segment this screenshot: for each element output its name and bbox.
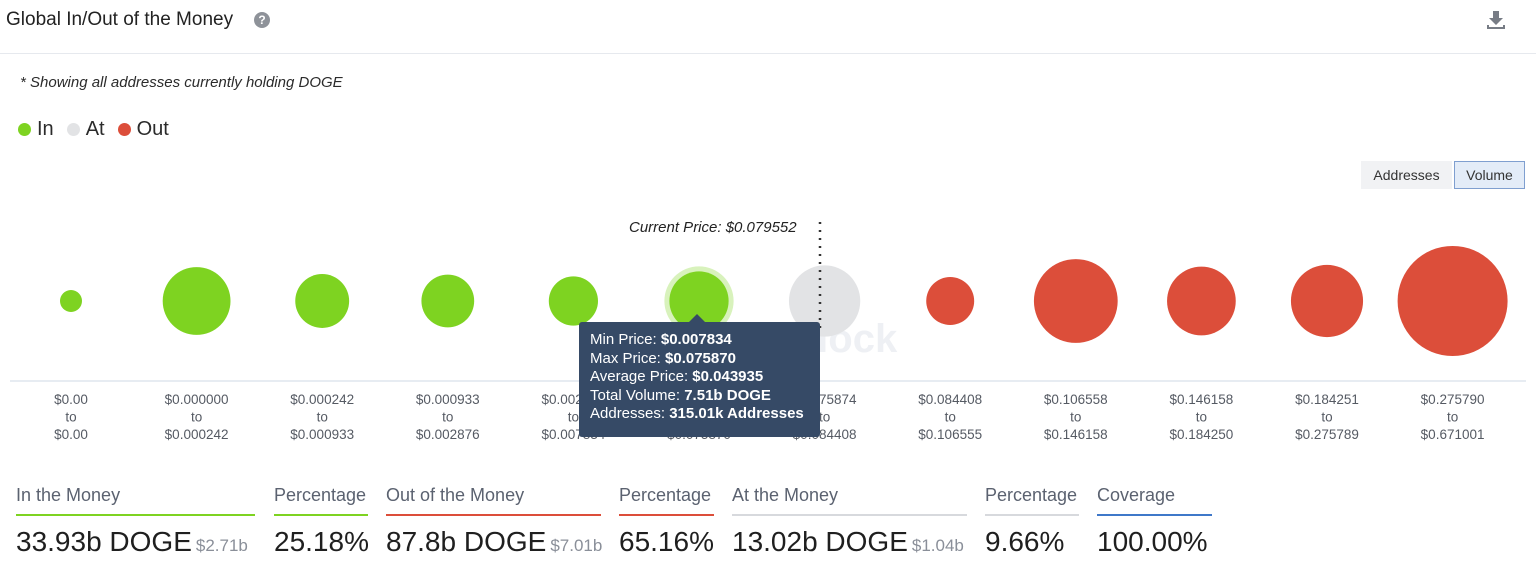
stat-bar — [386, 514, 601, 516]
stat-value: 33.93b DOGE $2.71b — [16, 526, 248, 557]
bucket-label-1-0: $0.000000 — [165, 392, 229, 407]
stat-value: 100.00% — [1097, 526, 1208, 557]
stat-label: Percentage — [985, 485, 1078, 505]
stat-label: Out of the Money — [386, 485, 525, 505]
bubble-chart: block $0.00to$0.00$0.000000to$0.000242$0… — [10, 222, 1526, 442]
bucket-label-8-0: $0.106558 — [1044, 392, 1108, 407]
bucket-label-11-2: $0.671001 — [1421, 427, 1485, 442]
stat-value: 9.66% — [985, 526, 1065, 557]
bubble-at-6[interactable] — [788, 265, 861, 337]
bucket-label-10-1: to — [1321, 410, 1332, 425]
stat-label: Percentage — [274, 485, 367, 505]
tooltip-addresses: Addresses: 315.01k Addresses — [590, 405, 804, 422]
current-price-label: Current Price: $0.079552 — [629, 219, 797, 236]
tooltip-max-price: Max Price: $0.075870 — [590, 349, 736, 367]
download-icon[interactable] — [1484, 8, 1508, 32]
bucket-label-9-1: to — [1196, 410, 1207, 425]
stat-label: Coverage — [1097, 485, 1176, 505]
bucket-label-9-0: $0.146158 — [1169, 392, 1233, 407]
holding-note: * Showing all addresses currently holdin… — [20, 74, 343, 91]
bubble-out-11[interactable] — [1397, 246, 1508, 356]
bubble-out-7[interactable] — [926, 277, 975, 325]
bubble-in-3[interactable] — [421, 274, 475, 328]
bucket-label-8-1: to — [1070, 410, 1081, 425]
tooltip-min-price: Min Price: $0.007834 — [590, 331, 732, 348]
tooltip-arrow — [689, 314, 705, 322]
stat-value: 65.16% — [619, 526, 714, 557]
summary-stats: In the Money 33.93b DOGE $2.71b Percentag… — [0, 480, 1536, 580]
stat-bar — [1097, 514, 1212, 516]
bucket-label-11-0: $0.275790 — [1421, 392, 1485, 407]
widget-header: Global In/Out of the Money ? — [0, 0, 1536, 54]
bucket-label-2-2: $0.000933 — [290, 427, 354, 442]
legend-item-out[interactable]: Out — [117, 118, 169, 141]
bucket-label-1-1: to — [191, 410, 202, 425]
bucket-label-3-2: $0.002876 — [416, 427, 480, 442]
bucket-label-7-2: $0.106555 — [918, 427, 982, 442]
stat-in-the-money: In the Money 33.93b DOGE $2.71b — [16, 480, 255, 558]
bubble-in-0[interactable] — [60, 290, 82, 312]
stat-bar — [732, 514, 967, 516]
stat-label: At the Money — [732, 485, 839, 505]
stat-in-percentage: Percentage 25.18% — [274, 480, 369, 558]
widget-title: Global In/Out of the Money — [6, 9, 234, 30]
stat-bar — [274, 514, 368, 516]
stat-label: Percentage — [619, 485, 712, 505]
legend-dot-at — [66, 123, 80, 136]
legend: In At Out — [18, 118, 182, 141]
bucket-label-3-1: to — [442, 410, 453, 425]
bucket-label-11-1: to — [1447, 410, 1458, 425]
legend-dot-in — [18, 123, 31, 136]
stat-value: 13.02b DOGE $1.04b — [732, 526, 964, 557]
stat-bar — [619, 514, 714, 516]
bucket-label-7-0: $0.084408 — [918, 392, 982, 407]
bubble-out-10[interactable] — [1290, 264, 1364, 338]
bucket-label-1-2: $0.000242 — [165, 427, 229, 442]
stat-value: 87.8b DOGE $7.01b — [386, 526, 603, 557]
addresses-toggle-button[interactable]: Addresses — [1361, 161, 1452, 189]
bucket-label-4-1: to — [568, 410, 579, 425]
bucket-label-6-1: to — [819, 410, 830, 425]
bucket-label-0-0: $0.00 — [54, 392, 88, 407]
bubble-tooltip: Min Price: $0.007834 Max Price: $0.07587… — [579, 314, 820, 437]
bubble-in-4[interactable] — [548, 276, 598, 326]
legend-label-in: In — [37, 118, 54, 140]
bucket-label-0-1: to — [65, 410, 76, 425]
stat-bar — [16, 514, 255, 516]
bubble-out-9[interactable] — [1167, 266, 1236, 336]
bucket-label-8-2: $0.146158 — [1044, 427, 1108, 442]
bucket-label-3-0: $0.000933 — [416, 392, 480, 407]
bubble-in-5[interactable] — [669, 271, 729, 331]
volume-toggle-button[interactable]: Volume — [1454, 161, 1525, 189]
legend-label-at: At — [85, 118, 105, 140]
stat-out-of-the-money: Out of the Money 87.8b DOGE $7.01b — [386, 480, 603, 558]
stat-coverage: Coverage 100.00% — [1097, 480, 1212, 558]
bucket-label-0-2: $0.00 — [54, 427, 88, 442]
bubble-in-1[interactable] — [162, 267, 231, 335]
legend-item-at[interactable]: At — [66, 118, 105, 141]
tooltip-average-price: Average Price: $0.043935 — [590, 368, 764, 385]
legend-label-out: Out — [136, 118, 169, 140]
stat-bar — [985, 514, 1079, 516]
stat-at-the-money: At the Money 13.02b DOGE $1.04b — [732, 480, 967, 558]
help-icon[interactable]: ? — [254, 12, 270, 28]
bucket-label-9-2: $0.184250 — [1169, 427, 1233, 442]
tooltip-total-volume: Total Volume: 7.51b DOGE — [590, 386, 771, 404]
legend-item-in[interactable]: In — [18, 118, 54, 141]
stat-label: In the Money — [16, 485, 121, 505]
bucket-label-2-1: to — [317, 410, 328, 425]
bucket-label-10-0: $0.184251 — [1295, 392, 1359, 407]
bucket-label-7-1: to — [945, 410, 956, 425]
bubble-out-8[interactable] — [1033, 259, 1118, 343]
stat-out-percentage: Percentage 65.16% — [619, 480, 714, 558]
stat-at-percentage: Percentage 9.66% — [985, 480, 1079, 558]
bucket-label-2-0: $0.000242 — [290, 392, 354, 407]
stat-value: 25.18% — [274, 526, 369, 557]
legend-dot-out — [117, 123, 131, 136]
bubble-in-2[interactable] — [295, 274, 350, 328]
bucket-label-10-2: $0.275789 — [1295, 427, 1359, 442]
